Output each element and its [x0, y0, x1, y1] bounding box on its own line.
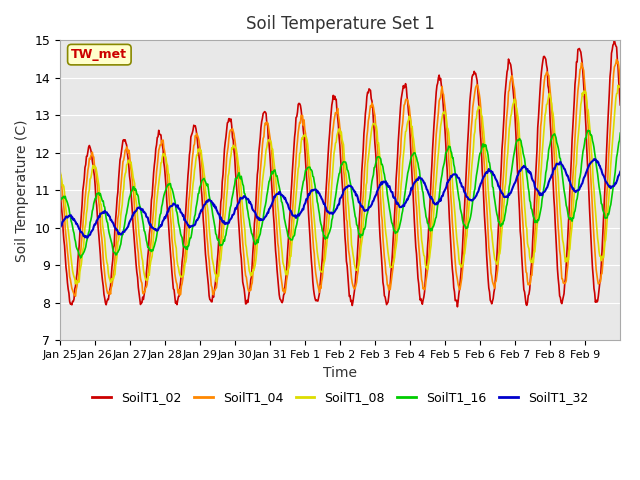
SoilT1_32 — [590, 156, 598, 162]
Line: SoilT1_32: SoilT1_32 — [60, 159, 620, 238]
SoilT1_04 — [72, 293, 79, 299]
SoilT1_16 — [616, 130, 624, 136]
SoilT1_32 — [123, 226, 131, 231]
SoilT1_08 — [399, 161, 406, 167]
Line: SoilT1_04: SoilT1_04 — [60, 60, 620, 296]
SoilT1_32 — [56, 225, 64, 230]
SoilT1_02 — [274, 275, 282, 281]
SoilT1_08 — [226, 163, 234, 169]
SoilT1_08 — [253, 240, 261, 245]
SoilT1_04 — [56, 171, 64, 177]
X-axis label: Time: Time — [323, 366, 357, 380]
SoilT1_04 — [430, 168, 438, 174]
SoilT1_02 — [253, 186, 260, 192]
Line: SoilT1_02: SoilT1_02 — [60, 40, 620, 307]
SoilT1_02 — [611, 37, 618, 43]
SoilT1_02 — [616, 102, 624, 108]
SoilT1_04 — [253, 214, 261, 220]
SoilT1_32 — [616, 169, 624, 175]
SoilT1_02 — [454, 304, 461, 310]
SoilT1_16 — [399, 208, 406, 214]
SoilT1_08 — [123, 162, 131, 168]
SoilT1_04 — [226, 130, 234, 136]
SoilT1_32 — [275, 191, 282, 197]
SoilT1_04 — [275, 245, 282, 251]
SoilT1_16 — [56, 198, 64, 204]
SoilT1_04 — [616, 81, 624, 86]
SoilT1_16 — [275, 181, 282, 187]
Title: Soil Temperature Set 1: Soil Temperature Set 1 — [246, 15, 435, 33]
Text: TW_met: TW_met — [71, 48, 127, 61]
SoilT1_32 — [83, 235, 91, 241]
SoilT1_08 — [275, 210, 282, 216]
Line: SoilT1_16: SoilT1_16 — [60, 131, 620, 258]
SoilT1_02 — [122, 140, 130, 146]
Line: SoilT1_08: SoilT1_08 — [60, 85, 620, 284]
SoilT1_04 — [612, 57, 620, 62]
SoilT1_04 — [399, 121, 406, 127]
SoilT1_16 — [253, 237, 261, 242]
SoilT1_16 — [584, 128, 592, 133]
Y-axis label: Soil Temperature (C): Soil Temperature (C) — [15, 119, 29, 262]
SoilT1_04 — [123, 144, 131, 150]
SoilT1_16 — [226, 209, 234, 215]
SoilT1_02 — [398, 92, 406, 97]
SoilT1_32 — [430, 200, 438, 205]
SoilT1_32 — [226, 217, 234, 223]
SoilT1_08 — [430, 207, 438, 213]
SoilT1_08 — [616, 84, 624, 89]
SoilT1_32 — [399, 203, 406, 208]
SoilT1_02 — [56, 188, 64, 193]
SoilT1_02 — [225, 116, 233, 121]
SoilT1_02 — [429, 133, 437, 139]
SoilT1_16 — [123, 210, 131, 216]
SoilT1_16 — [430, 222, 438, 228]
SoilT1_32 — [253, 215, 261, 221]
SoilT1_08 — [56, 168, 64, 174]
SoilT1_08 — [72, 281, 79, 287]
Legend: SoilT1_02, SoilT1_04, SoilT1_08, SoilT1_16, SoilT1_32: SoilT1_02, SoilT1_04, SoilT1_08, SoilT1_… — [88, 386, 593, 409]
SoilT1_08 — [614, 83, 622, 88]
SoilT1_16 — [77, 255, 84, 261]
